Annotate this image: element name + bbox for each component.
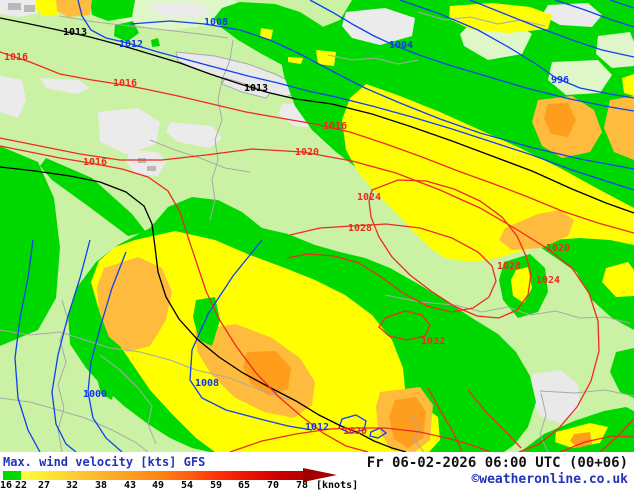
legend-tick: 59 bbox=[209, 480, 223, 490]
legend-tick: 27 bbox=[37, 480, 51, 490]
isobars-blue bbox=[14, 0, 634, 453]
copyright-label: ©weatheronline.co.uk bbox=[471, 472, 628, 487]
legend-tick: 38 bbox=[94, 480, 108, 490]
legend-tick: 32 bbox=[65, 480, 79, 490]
colorbar-green-segment bbox=[3, 471, 21, 480]
forecast-datetime: Fr 06-02-2026 06:00 UTC (00+06) bbox=[366, 455, 628, 471]
wind-speed-colorbar bbox=[3, 471, 303, 480]
legend-tick: 22 bbox=[14, 480, 28, 490]
legend-tick: 49 bbox=[151, 480, 165, 490]
weather-map: 1013 1013 1012 1008 1004 996 1000 1008 1012 1016 1… bbox=[0, 0, 634, 453]
legend-bar: Max. wind velocity [kts] GFS Fr 06-02-20… bbox=[0, 452, 634, 490]
legend-tick: 65 bbox=[237, 480, 251, 490]
colorbar-arrow-tip bbox=[303, 468, 337, 482]
isobars-black bbox=[0, 17, 634, 453]
legend-tick: 70 bbox=[266, 480, 280, 490]
country-borders bbox=[0, 11, 634, 453]
legend-tick: 43 bbox=[123, 480, 137, 490]
colorbar-gradient-segment bbox=[21, 471, 303, 480]
wind-areas-deep-orange bbox=[243, 103, 592, 448]
legend-tick: 54 bbox=[180, 480, 194, 490]
legend-tick: 78 bbox=[295, 480, 309, 490]
legend-tick: 16 bbox=[0, 480, 13, 490]
map-canvas bbox=[0, 0, 634, 453]
isobars-red bbox=[0, 51, 634, 453]
unit-label: [knots] bbox=[316, 480, 359, 490]
legend-title: Max. wind velocity [kts] GFS bbox=[3, 455, 206, 469]
